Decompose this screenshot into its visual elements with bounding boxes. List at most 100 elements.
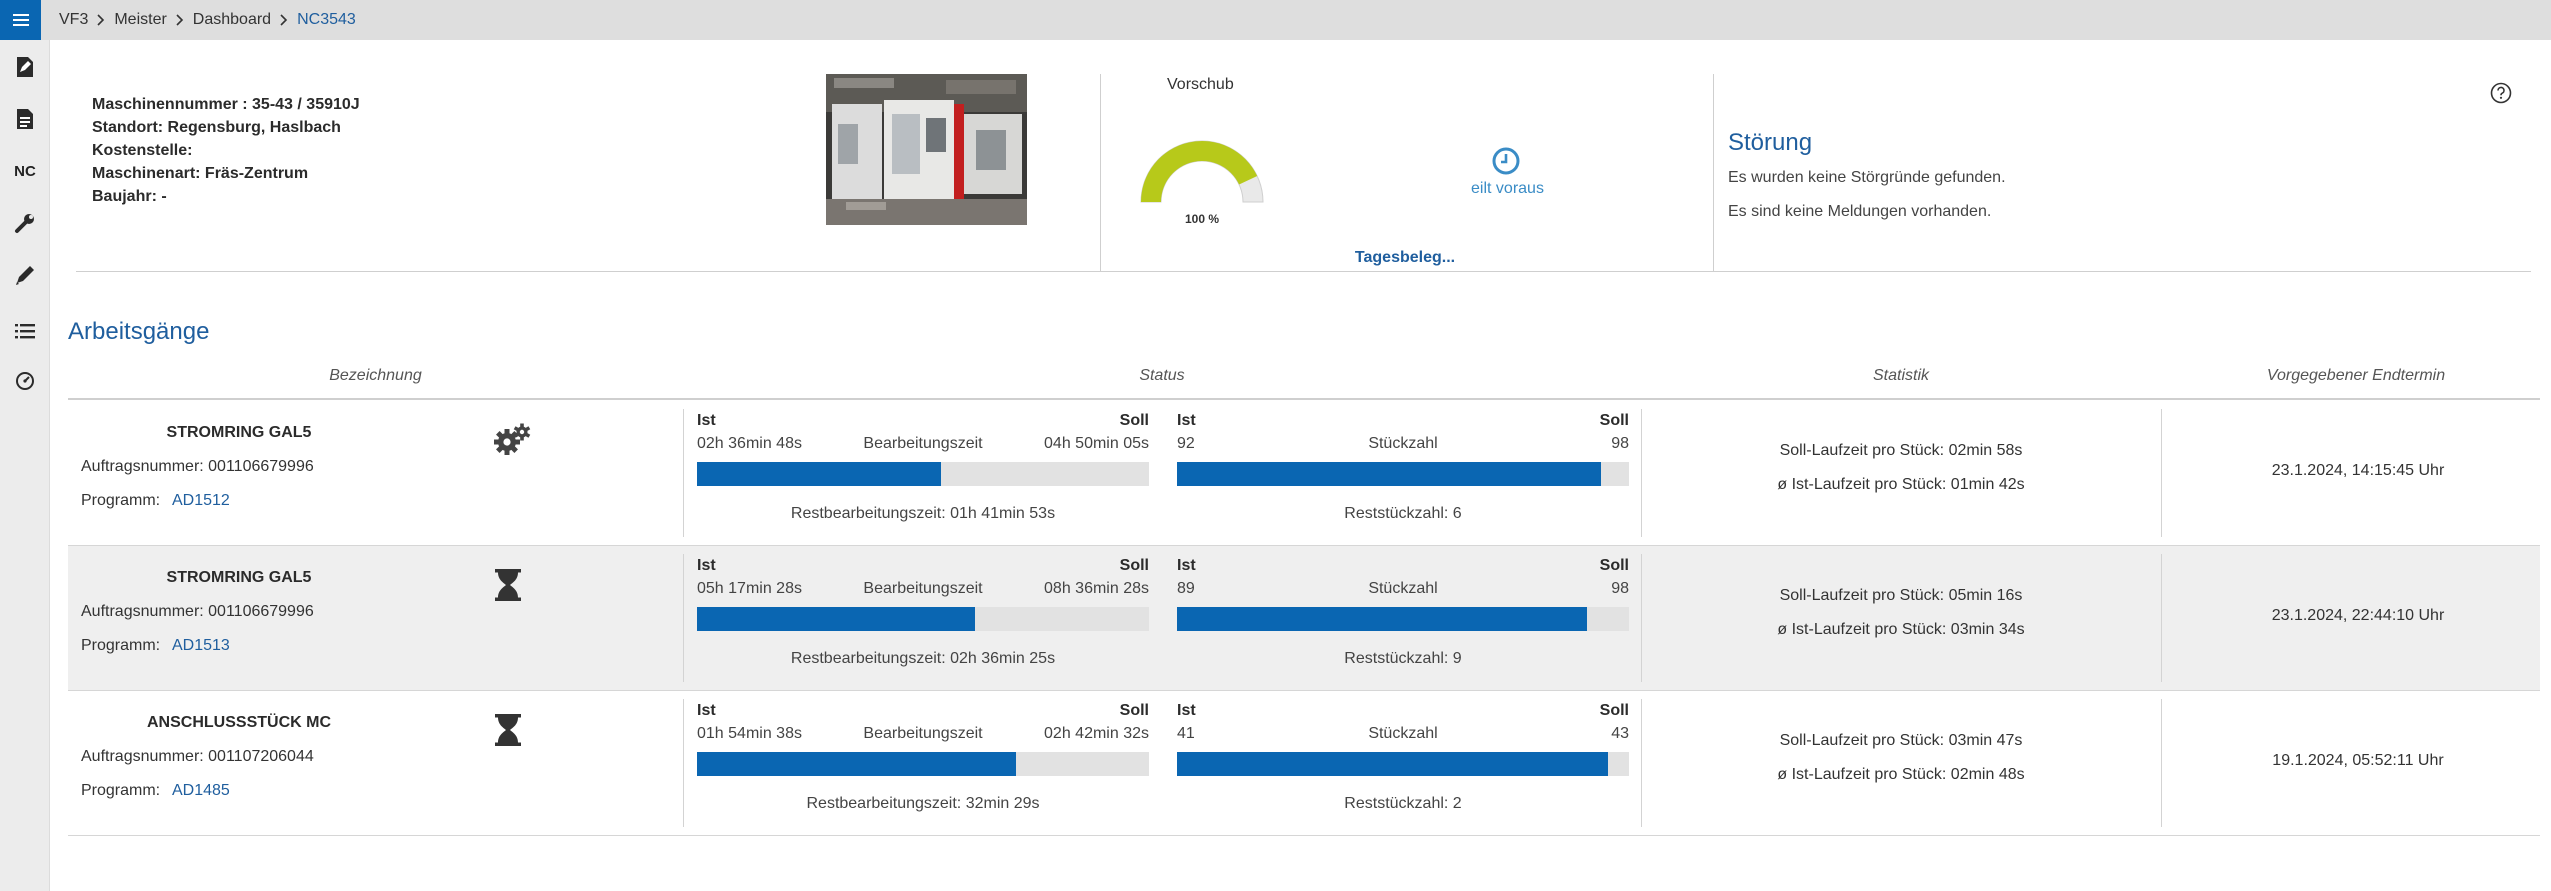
ist-label: Ist xyxy=(1177,412,1196,429)
progress-track xyxy=(697,752,1149,776)
machine-cost-center: Kostenstelle: xyxy=(92,142,193,159)
progress-track xyxy=(1177,752,1629,776)
document-icon[interactable] xyxy=(12,106,38,132)
table-header-divider xyxy=(68,398,2540,400)
auftragsnummer: Auftragsnummer: 001106679996 xyxy=(81,458,314,475)
ist-value: 41 xyxy=(1177,725,1195,742)
column-header-status: Status xyxy=(1139,367,1185,384)
gears-icon xyxy=(493,423,531,462)
endtermin: 23.1.2024, 22:44:10 Uhr xyxy=(2271,607,2445,624)
ist-value: 92 xyxy=(1177,435,1195,452)
arbeitsgaenge-title: Arbeitsgänge xyxy=(68,318,210,345)
soll-label: Soll xyxy=(1119,412,1149,429)
column-header-statistik: Statistik xyxy=(1872,367,1929,384)
breadcrumb-vf3[interactable]: VF3 xyxy=(59,11,89,28)
ist-laufzeit: ø Ist-Laufzeit pro Stück: 01min 42s xyxy=(1777,476,2025,493)
bearbeitungszeit-label: Bearbeitungszeit xyxy=(863,435,983,452)
ist-label: Ist xyxy=(1177,702,1196,719)
auftragsnummer: Auftragsnummer: 001107206044 xyxy=(81,748,314,765)
pencil-icon[interactable] xyxy=(12,262,38,288)
ist-label: Ist xyxy=(697,702,716,719)
reststueckzahl: Reststückzahl: 2 xyxy=(1344,795,1462,812)
machine-photo xyxy=(826,74,1027,225)
nc-icon[interactable]: NC xyxy=(12,158,38,184)
divider xyxy=(1100,74,1101,272)
table-row: STROMRING GAL5 Auftragsnummer: 001106679… xyxy=(68,401,2540,546)
machine-location: Standort: Regensburg, Haslbach xyxy=(92,119,341,136)
soll-label: Soll xyxy=(1599,702,1629,719)
stoerung-title: Störung xyxy=(1728,129,1813,156)
progress-fill xyxy=(697,462,942,486)
programm-link[interactable]: AD1512 xyxy=(172,492,230,509)
progress-track xyxy=(1177,462,1629,486)
progress-fill xyxy=(697,752,1016,776)
edit-document-icon[interactable] xyxy=(12,54,38,80)
tagesbeleg-link[interactable]: Tagesbeleg... xyxy=(1354,249,1456,266)
ist-value: 02h 36min 48s xyxy=(697,435,802,452)
stueckzahl-label: Stückzahl xyxy=(1368,435,1438,452)
programm-link[interactable]: AD1485 xyxy=(172,782,230,799)
breadcrumb-meister[interactable]: Meister xyxy=(114,11,167,28)
ist-value: 01h 54min 38s xyxy=(697,725,802,742)
progress-fill xyxy=(1177,607,1588,631)
soll-label: Soll xyxy=(1599,412,1629,429)
progress-track xyxy=(697,607,1149,631)
progress-fill xyxy=(1177,462,1602,486)
chevron-right-icon xyxy=(280,14,288,26)
menu-button[interactable] xyxy=(0,0,41,40)
progress-fill xyxy=(697,607,975,631)
breadcrumb-current: NC3543 xyxy=(297,11,356,28)
machine-number: Maschinennummer : 35-43 / 35910J xyxy=(92,96,360,113)
programm-label: Programm: xyxy=(81,637,161,654)
soll-laufzeit: Soll-Laufzeit pro Stück: 02min 58s xyxy=(1779,442,2023,459)
reststueckzahl: Reststückzahl: 9 xyxy=(1344,650,1462,667)
progress-fill xyxy=(1177,752,1608,776)
progress-track xyxy=(697,462,1149,486)
bearbeitungszeit-label: Bearbeitungszeit xyxy=(863,725,983,742)
ist-laufzeit: ø Ist-Laufzeit pro Stück: 03min 34s xyxy=(1777,621,2025,638)
dashboard-gauge-icon[interactable] xyxy=(12,368,38,394)
table-row: ANSCHLUSSSTÜCK MC Auftragsnummer: 001107… xyxy=(68,691,2540,836)
feed-gauge xyxy=(1135,136,1269,211)
auftragsnummer: Auftragsnummer: 001106679996 xyxy=(81,603,314,620)
programm-label: Programm: xyxy=(81,492,161,509)
column-header-endtermin: Vorgegebener Endtermin xyxy=(2266,367,2446,384)
list-icon[interactable] xyxy=(12,318,38,344)
restbearbeitungszeit: Restbearbeitungszeit: 32min 29s xyxy=(806,795,1040,812)
wrench-icon[interactable] xyxy=(12,210,38,236)
stueckzahl-label: Stückzahl xyxy=(1368,580,1438,597)
soll-value: 04h 50min 05s xyxy=(1044,435,1149,452)
soll-label: Soll xyxy=(1119,702,1149,719)
clock-icon[interactable] xyxy=(1492,147,1520,180)
feed-percent: 100 % xyxy=(1184,212,1220,226)
bearbeitungszeit-label: Bearbeitungszeit xyxy=(863,580,983,597)
help-icon[interactable] xyxy=(2490,82,2512,109)
vorschub-title: Vorschub xyxy=(1167,76,1234,93)
column-header-bezeichnung: Bezeichnung xyxy=(329,367,422,384)
soll-value: 08h 36min 28s xyxy=(1044,580,1149,597)
ist-value: 05h 17min 28s xyxy=(697,580,802,597)
stoerung-message-2: Es sind keine Meldungen vorhanden. xyxy=(1728,203,1992,220)
hamburger-icon xyxy=(12,14,29,26)
ist-label: Ist xyxy=(1177,557,1196,574)
restbearbeitungszeit: Restbearbeitungszeit: 01h 41min 53s xyxy=(790,505,1056,522)
operation-name: ANSCHLUSSSTÜCK MC xyxy=(147,714,331,731)
machine-year: Baujahr: - xyxy=(92,188,167,205)
restbearbeitungszeit: Restbearbeitungszeit: 02h 36min 25s xyxy=(790,650,1056,667)
machine-type: Maschinenart: Fräs-Zentrum xyxy=(92,165,309,182)
soll-value: 98 xyxy=(1611,435,1629,452)
reststueckzahl: Reststückzahl: 6 xyxy=(1344,505,1462,522)
stueckzahl-label: Stückzahl xyxy=(1368,725,1438,742)
hourglass-icon xyxy=(493,713,523,752)
chevron-right-icon xyxy=(176,14,184,26)
table-row: STROMRING GAL5 Auftragsnummer: 001106679… xyxy=(68,546,2540,691)
nc-label: NC xyxy=(14,162,36,180)
programm-link[interactable]: AD1513 xyxy=(172,637,230,654)
programm-label: Programm: xyxy=(81,782,161,799)
header-divider xyxy=(76,271,2531,272)
feed-status-link[interactable]: eilt voraus xyxy=(1471,180,1544,197)
soll-laufzeit: Soll-Laufzeit pro Stück: 03min 47s xyxy=(1779,732,2023,749)
breadcrumb-dashboard[interactable]: Dashboard xyxy=(192,11,272,28)
soll-value: 98 xyxy=(1611,580,1629,597)
soll-laufzeit: Soll-Laufzeit pro Stück: 05min 16s xyxy=(1779,587,2023,604)
